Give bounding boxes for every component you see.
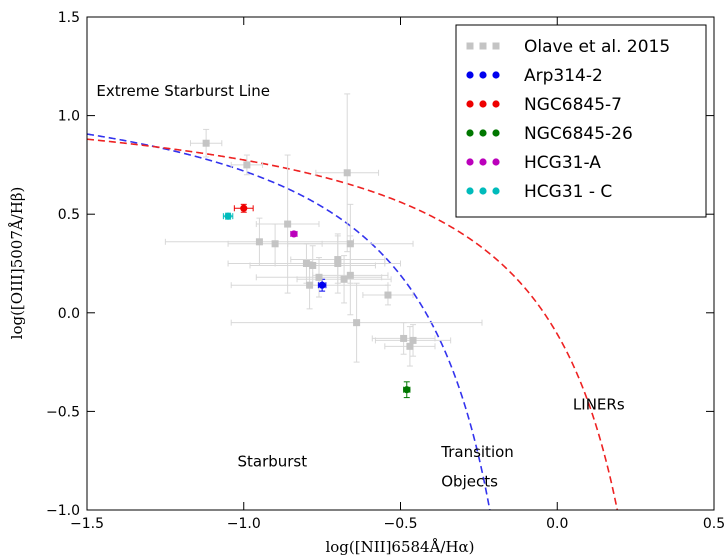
legend-marker — [492, 42, 500, 50]
olave-point — [309, 261, 317, 269]
legend-marker — [479, 71, 487, 79]
olave-point — [202, 139, 210, 147]
classification-curves — [87, 133, 619, 510]
legend-marker — [492, 158, 500, 166]
x-axis-label: log([NII]6584Å/Hα) — [325, 538, 474, 556]
legend-marker — [466, 42, 474, 50]
legend-marker — [479, 187, 487, 195]
olave-point — [334, 260, 342, 267]
x-tick-label: 0.5 — [703, 516, 725, 532]
y-tick-label: 0.5 — [58, 207, 80, 223]
legend-marker — [479, 100, 487, 108]
olave-point — [315, 273, 323, 281]
data-markers — [202, 139, 417, 394]
galaxy-point — [240, 204, 248, 212]
y-axis-label: log([OIII]5007Å/Hβ) — [8, 187, 26, 340]
legend-label: HCG31 - C — [524, 182, 612, 202]
olave-point — [346, 240, 354, 248]
legend-marker — [466, 100, 474, 108]
region-label: LINERs — [573, 395, 625, 413]
olave-point — [243, 161, 251, 169]
legend-label: NGC6845-7 — [524, 95, 622, 115]
error-bars — [164, 93, 483, 399]
region-label: Transition — [440, 443, 514, 461]
y-tick-label: 1.0 — [58, 109, 80, 125]
legend-marker — [492, 100, 500, 108]
galaxy-point — [290, 230, 298, 238]
y-tick-label: −1.0 — [46, 503, 80, 519]
olave-point — [346, 271, 354, 279]
y-tick-label: −0.5 — [46, 404, 80, 420]
legend: Olave et al. 2015 Arp314-2 NGC6845-7 NGC684… — [455, 24, 707, 218]
x-tick-label: 0.0 — [546, 516, 568, 532]
axis-ticks — [86, 16, 715, 511]
olave-point — [400, 334, 408, 342]
x-tick-label: −1.0 — [227, 516, 261, 532]
olave-point — [334, 256, 342, 264]
legend-marker — [479, 129, 487, 137]
olave-point — [409, 336, 417, 344]
olave-point — [284, 220, 292, 228]
legend-marker — [492, 71, 500, 79]
legend-marker — [466, 71, 474, 79]
olave-point — [343, 169, 351, 177]
legend-marker — [466, 187, 474, 195]
legend-label: HCG31-A — [524, 153, 601, 173]
legend-marker — [479, 42, 487, 50]
legend-label: Olave et al. 2015 — [524, 37, 670, 57]
x-tick-label: −1.5 — [70, 516, 104, 532]
legend-label: Arp314-2 — [524, 66, 603, 86]
y-tick-label: 0.0 — [58, 306, 80, 322]
axis-tick-labels: −1.5 −1.0 −0.5 0.0 0.5−1.0−0.50.00.51.01.5 — [46, 10, 725, 532]
legend-marker — [492, 187, 500, 195]
legend-marker — [479, 158, 487, 166]
olave-point — [353, 319, 361, 327]
region-annotations: Extreme Starburst Line Starburst Transitio… — [96, 82, 624, 490]
galaxy-point — [403, 386, 411, 394]
transition-line-curve — [87, 138, 619, 510]
olave-point — [340, 275, 348, 283]
galaxy-point — [318, 281, 326, 289]
region-label: Extreme Starburst Line — [96, 82, 270, 100]
legend-marker — [466, 129, 474, 137]
olave-point — [302, 260, 310, 267]
y-tick-label: 1.5 — [58, 10, 80, 26]
x-tick-label: −0.5 — [384, 516, 418, 532]
extreme-starburst-line-curve — [87, 133, 491, 510]
olave-point — [271, 240, 279, 248]
legend-label: NGC6845-26 — [524, 124, 633, 144]
region-label: Starburst — [237, 453, 307, 471]
legend-marker — [466, 158, 474, 166]
olave-point — [384, 291, 392, 299]
olave-point — [306, 281, 314, 289]
legend-marker — [492, 129, 500, 137]
region-label: Objects — [441, 472, 498, 490]
legend-box — [455, 24, 707, 218]
olave-point — [406, 342, 414, 350]
galaxy-point — [224, 212, 232, 220]
olave-point — [255, 238, 263, 246]
